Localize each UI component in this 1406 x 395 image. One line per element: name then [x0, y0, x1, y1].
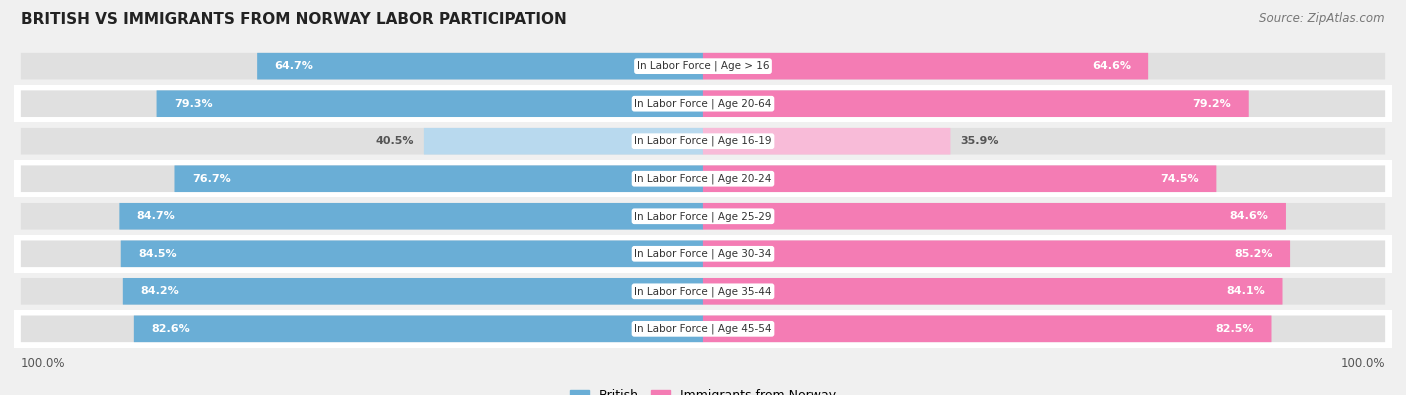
FancyBboxPatch shape — [703, 241, 1385, 267]
FancyBboxPatch shape — [423, 128, 703, 154]
FancyBboxPatch shape — [21, 241, 703, 267]
FancyBboxPatch shape — [11, 47, 1395, 85]
FancyBboxPatch shape — [703, 128, 1385, 154]
FancyBboxPatch shape — [703, 278, 1282, 305]
FancyBboxPatch shape — [122, 278, 703, 305]
Text: In Labor Force | Age > 16: In Labor Force | Age > 16 — [637, 61, 769, 71]
Text: 79.3%: 79.3% — [174, 99, 212, 109]
FancyBboxPatch shape — [703, 53, 1149, 79]
Text: 84.6%: 84.6% — [1230, 211, 1268, 221]
FancyBboxPatch shape — [21, 90, 703, 117]
FancyBboxPatch shape — [134, 316, 703, 342]
FancyBboxPatch shape — [703, 316, 1385, 342]
FancyBboxPatch shape — [11, 310, 1395, 348]
Text: 100.0%: 100.0% — [1340, 357, 1385, 370]
FancyBboxPatch shape — [11, 122, 1395, 160]
FancyBboxPatch shape — [11, 235, 1395, 273]
Legend: British, Immigrants from Norway: British, Immigrants from Norway — [565, 384, 841, 395]
FancyBboxPatch shape — [703, 241, 1291, 267]
FancyBboxPatch shape — [703, 166, 1216, 192]
FancyBboxPatch shape — [703, 203, 1286, 229]
FancyBboxPatch shape — [174, 166, 703, 192]
FancyBboxPatch shape — [703, 53, 1385, 79]
FancyBboxPatch shape — [21, 278, 703, 305]
Text: 84.2%: 84.2% — [141, 286, 179, 296]
FancyBboxPatch shape — [120, 203, 703, 229]
Text: 84.1%: 84.1% — [1226, 286, 1265, 296]
FancyBboxPatch shape — [156, 90, 703, 117]
FancyBboxPatch shape — [21, 128, 703, 154]
FancyBboxPatch shape — [121, 241, 703, 267]
FancyBboxPatch shape — [703, 278, 1385, 305]
Text: Source: ZipAtlas.com: Source: ZipAtlas.com — [1260, 12, 1385, 25]
FancyBboxPatch shape — [703, 90, 1385, 117]
Text: 74.5%: 74.5% — [1160, 174, 1199, 184]
Text: 85.2%: 85.2% — [1234, 249, 1272, 259]
FancyBboxPatch shape — [11, 198, 1395, 235]
Text: In Labor Force | Age 20-64: In Labor Force | Age 20-64 — [634, 98, 772, 109]
FancyBboxPatch shape — [703, 90, 1249, 117]
Text: 82.5%: 82.5% — [1216, 324, 1254, 334]
FancyBboxPatch shape — [703, 128, 950, 154]
Text: 64.7%: 64.7% — [274, 61, 314, 71]
Text: 82.6%: 82.6% — [152, 324, 190, 334]
Text: In Labor Force | Age 20-24: In Labor Force | Age 20-24 — [634, 173, 772, 184]
FancyBboxPatch shape — [11, 160, 1395, 198]
Text: In Labor Force | Age 16-19: In Labor Force | Age 16-19 — [634, 136, 772, 147]
Text: 35.9%: 35.9% — [960, 136, 1000, 146]
Text: 40.5%: 40.5% — [375, 136, 413, 146]
Text: In Labor Force | Age 30-34: In Labor Force | Age 30-34 — [634, 248, 772, 259]
Text: 64.6%: 64.6% — [1092, 61, 1130, 71]
Text: In Labor Force | Age 25-29: In Labor Force | Age 25-29 — [634, 211, 772, 222]
FancyBboxPatch shape — [21, 166, 703, 192]
Text: BRITISH VS IMMIGRANTS FROM NORWAY LABOR PARTICIPATION: BRITISH VS IMMIGRANTS FROM NORWAY LABOR … — [21, 12, 567, 27]
Text: 100.0%: 100.0% — [21, 357, 66, 370]
FancyBboxPatch shape — [21, 53, 703, 79]
FancyBboxPatch shape — [11, 85, 1395, 122]
FancyBboxPatch shape — [21, 316, 703, 342]
Text: 79.2%: 79.2% — [1192, 99, 1232, 109]
FancyBboxPatch shape — [703, 203, 1385, 229]
FancyBboxPatch shape — [21, 203, 703, 229]
FancyBboxPatch shape — [703, 316, 1271, 342]
FancyBboxPatch shape — [257, 53, 703, 79]
Text: In Labor Force | Age 35-44: In Labor Force | Age 35-44 — [634, 286, 772, 297]
Text: 84.7%: 84.7% — [136, 211, 176, 221]
FancyBboxPatch shape — [703, 166, 1385, 192]
Text: 84.5%: 84.5% — [138, 249, 177, 259]
FancyBboxPatch shape — [11, 273, 1395, 310]
Text: 76.7%: 76.7% — [191, 174, 231, 184]
Text: In Labor Force | Age 45-54: In Labor Force | Age 45-54 — [634, 324, 772, 334]
